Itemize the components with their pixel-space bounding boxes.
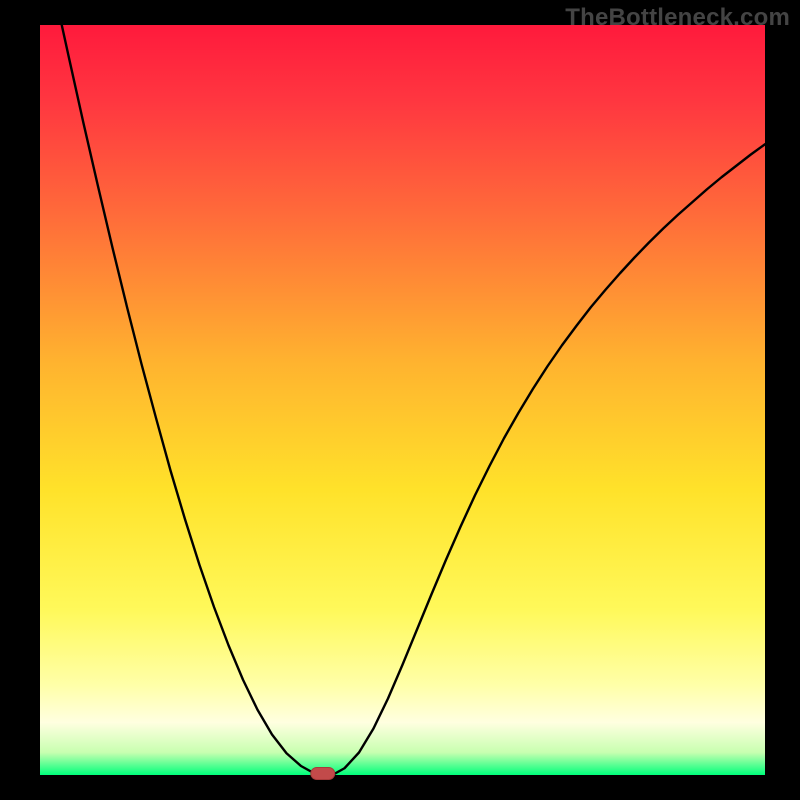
chart-container: TheBottleneck.com [0,0,800,800]
optimal-point-marker [311,768,335,780]
watermark-text: TheBottleneck.com [565,4,790,32]
bottleneck-chart [0,0,800,800]
